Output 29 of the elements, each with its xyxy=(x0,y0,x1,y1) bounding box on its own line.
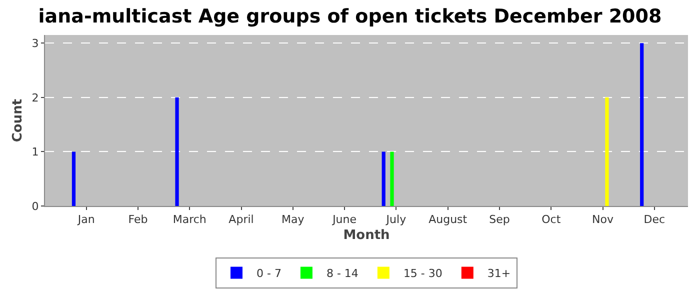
x-tick-label: June xyxy=(332,213,357,226)
x-tick-label: May xyxy=(282,213,305,226)
bar xyxy=(72,152,76,206)
bar xyxy=(640,43,644,206)
x-tick-label: March xyxy=(172,213,206,226)
y-axis-title: Count xyxy=(10,98,26,142)
legend-label: 31+ xyxy=(487,267,511,280)
legend-label: 8 - 14 xyxy=(326,267,358,280)
x-tick-label: Oct xyxy=(542,213,562,226)
y-tick-label: 3 xyxy=(32,36,39,50)
x-tick-label: Dec xyxy=(644,213,666,226)
legend-label: 0 - 7 xyxy=(256,267,282,280)
y-tick-label: 2 xyxy=(32,91,39,104)
x-tick-label: August xyxy=(428,213,468,226)
bar xyxy=(605,97,609,206)
x-tick-label: Nov xyxy=(592,213,614,226)
bar xyxy=(382,152,386,206)
y-tick-label: 0 xyxy=(32,200,39,213)
x-axis-title: Month xyxy=(343,228,390,243)
y-tick-label: 1 xyxy=(32,146,39,159)
chart-title: iana-multicast Age groups of open tickets December 2008 xyxy=(38,5,662,28)
x-tick-label: July xyxy=(385,213,407,226)
legend-label: 15 - 30 xyxy=(403,267,442,280)
x-tick-label: Feb xyxy=(128,213,148,226)
x-tick-label: April xyxy=(228,213,254,226)
bar xyxy=(390,152,394,206)
bar xyxy=(175,97,179,206)
x-tick-label: Jan xyxy=(76,213,95,226)
x-tick-label: Sep xyxy=(489,213,510,226)
